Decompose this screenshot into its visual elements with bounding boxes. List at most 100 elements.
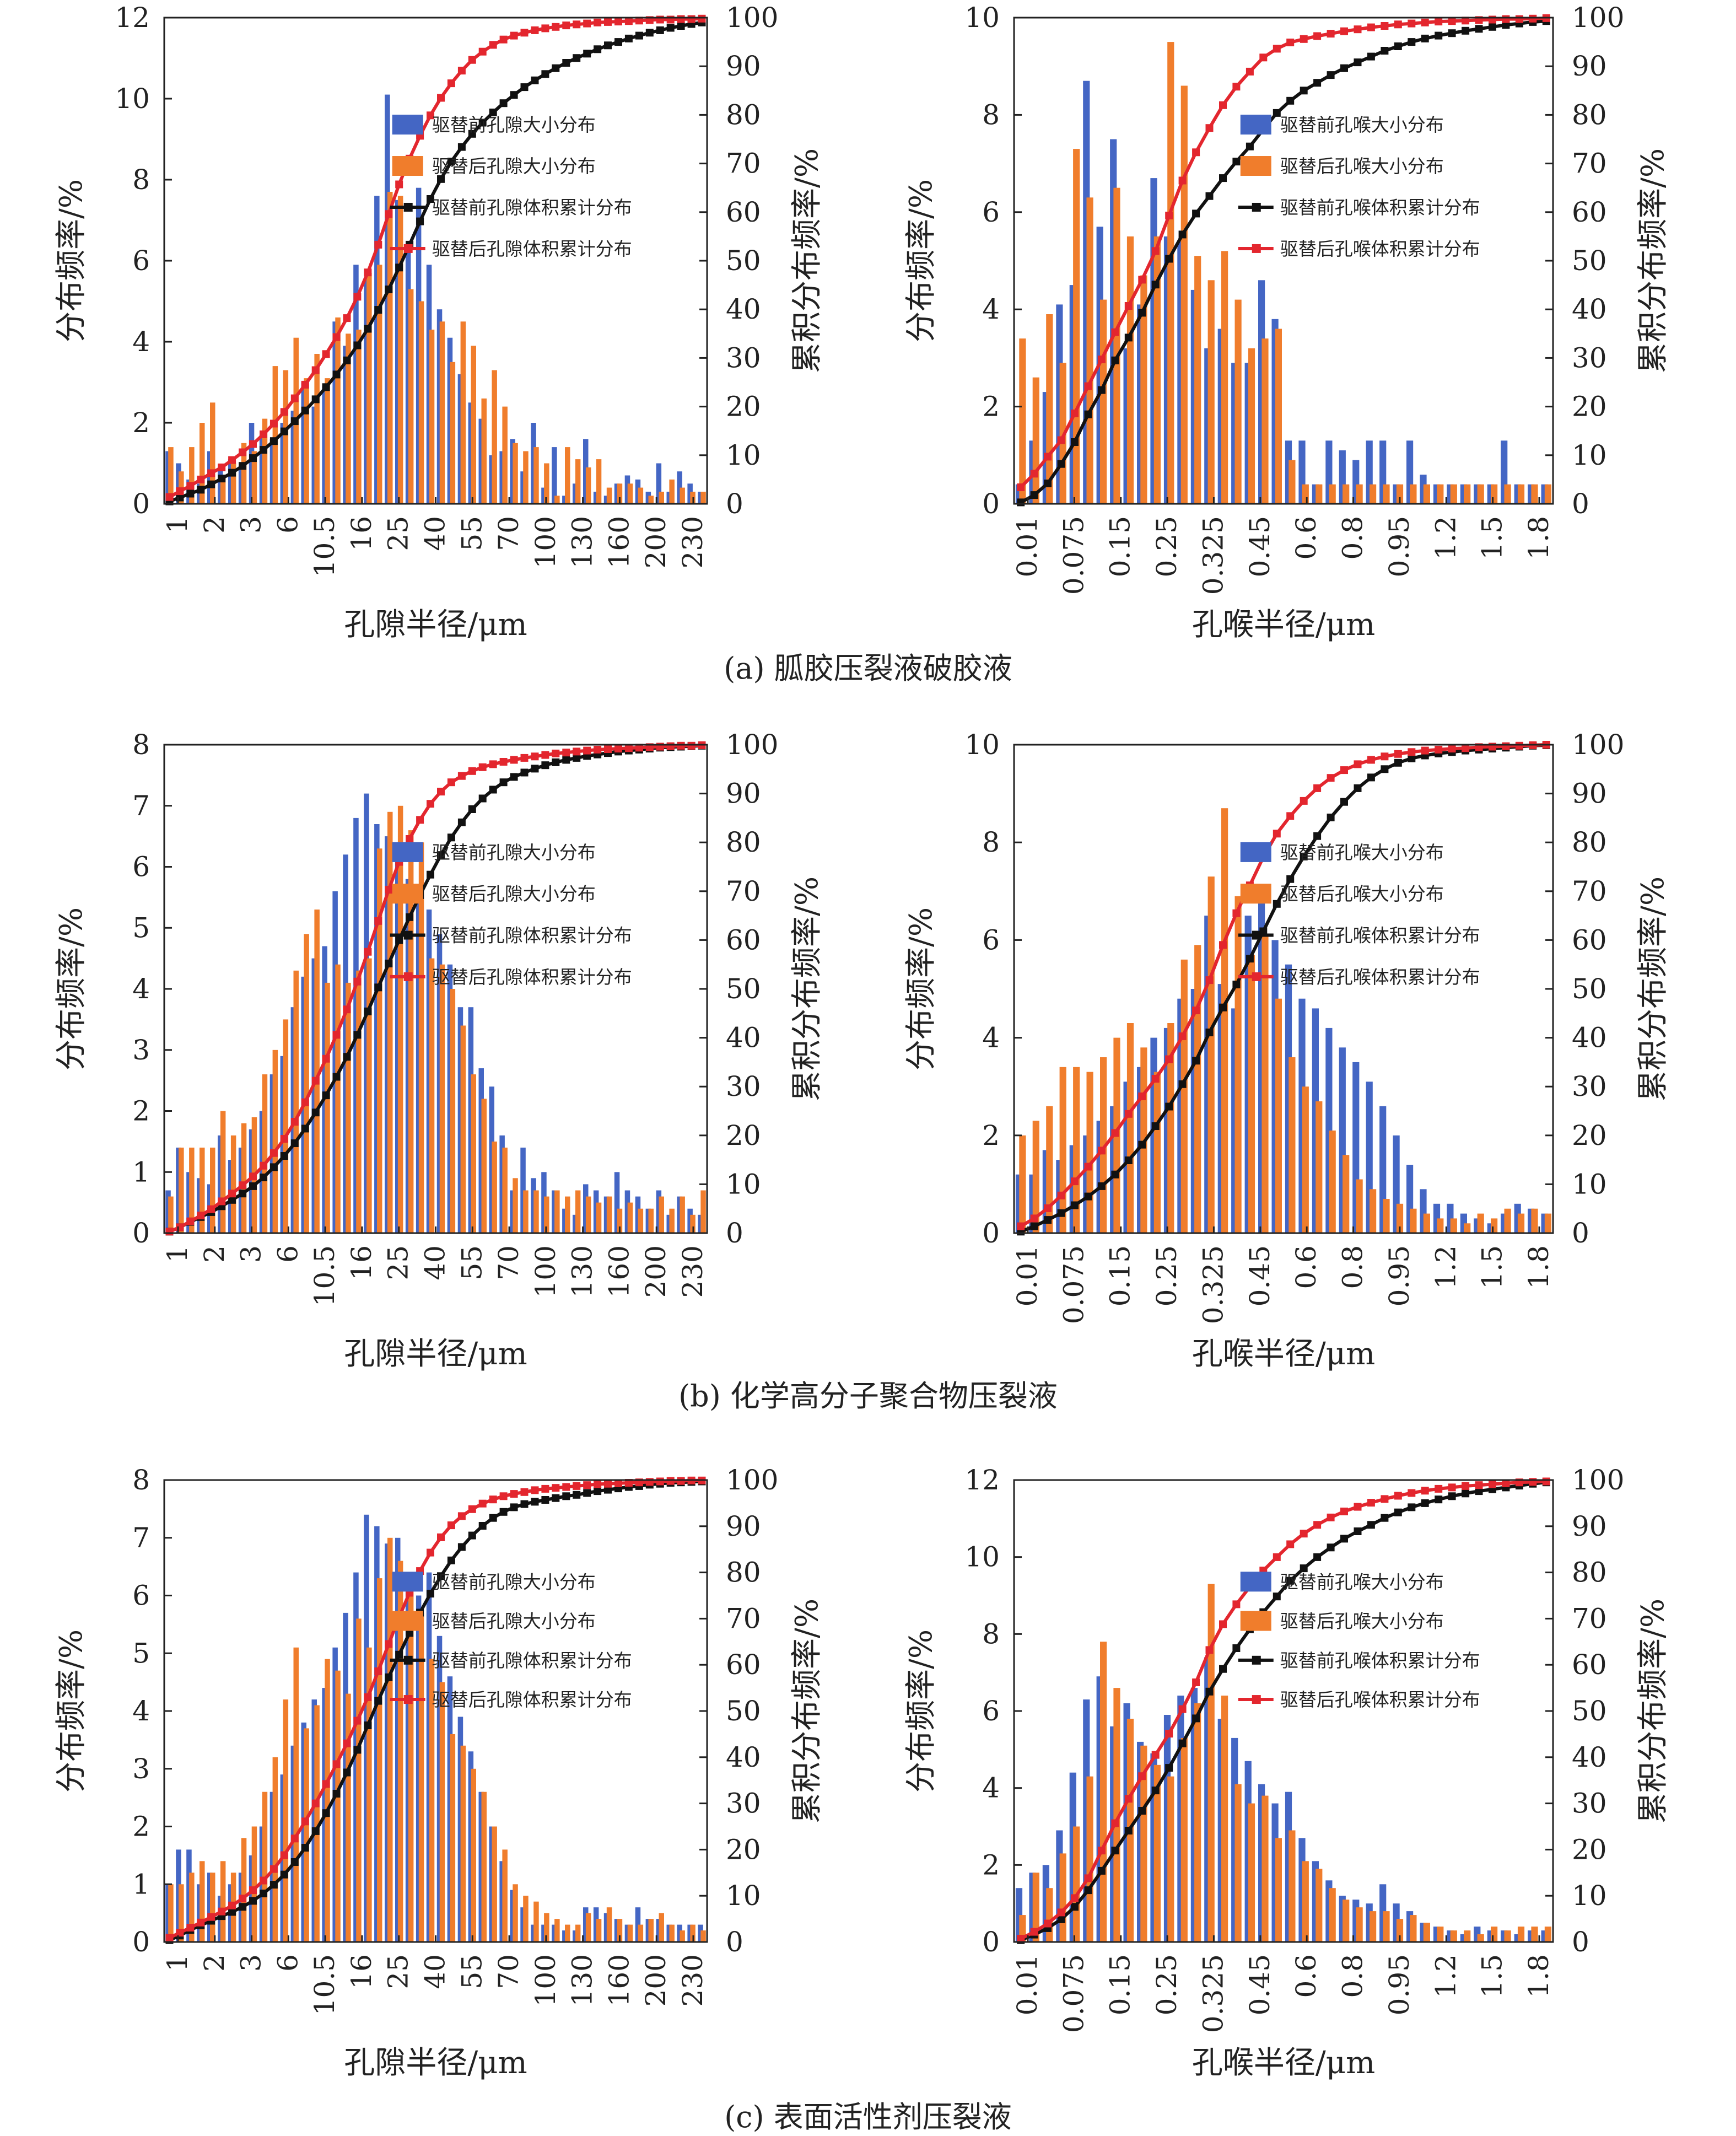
bar-after [272,1050,278,1234]
bar-after [1073,1067,1080,1233]
bar-before [405,244,411,504]
cumulative-point-after [1219,1620,1227,1628]
bar-before [176,463,181,504]
y-tick-label: 6 [982,1695,1000,1727]
bar-before [698,1214,703,1233]
bar-before [374,196,380,504]
cumulative-point-after [364,268,372,277]
x-tick-label: 230 [677,516,709,568]
cumulative-point-before [1448,1492,1456,1500]
bar-after [397,196,403,504]
bar-after [1356,484,1363,504]
x-tick-label: 0.25 [1151,1954,1183,2015]
cumulative-point-before [604,41,612,50]
bar-after [1491,1218,1498,1233]
bar-before [426,1572,432,1942]
bar-after [439,964,445,1233]
y2-tick-label: 40 [1572,293,1607,325]
cumulative-point-after [301,380,309,389]
bar-before [552,447,557,504]
bar-after [460,321,466,504]
cumulative-point-before [1097,1182,1106,1190]
cumulative-point-before [1219,174,1227,182]
bar-before [436,1635,443,1942]
cumulative-point-after [311,1077,320,1085]
y2-tick-label: 50 [726,1695,761,1727]
x-tick-label: 6 [272,1954,304,1972]
y2-tick-label: 30 [726,1788,761,1820]
y2-tick-label: 90 [1572,778,1607,810]
x-tick-label: 1 [161,1954,193,1972]
cumulative-point-before [280,427,288,435]
cumulative-point-after [186,1924,195,1931]
bar-after [1329,484,1336,504]
cumulative-point-before [614,38,622,46]
cumulative-point-after [614,745,622,753]
cumulative-point-before [239,462,247,470]
cumulative-point-before [468,1531,476,1540]
cumulative-point-before [1381,47,1389,55]
bar-after [262,418,268,504]
legend-label: 驱替后孔喉体积累计分布 [1280,966,1480,988]
plot-frame [1013,17,1554,505]
cumulative-point-after [1044,1204,1052,1212]
x-tick-label: 10.5 [309,1245,341,1306]
bar-after [1234,1784,1242,1942]
cumulative-point-before [1232,1644,1241,1652]
y2-tick-label: 30 [1572,342,1607,374]
y2-tick-label: 80 [726,826,761,858]
cumulative-point-before [1071,438,1079,446]
bar-after [638,1208,644,1233]
cumulative-point-before [457,1543,466,1551]
y2-tick-label: 80 [1572,1557,1607,1589]
cumulative-point-after [478,1499,487,1508]
bar-after [648,496,654,504]
x-tick-label: 0.45 [1244,1245,1276,1306]
cumulative-point-after [1084,1874,1092,1882]
cumulative-point-after [510,756,518,764]
bar-before [624,1924,630,1942]
x-tick-label: 0.325 [1198,1245,1230,1324]
legend-label: 驱替前孔喉体积累计分布 [1280,925,1480,946]
bar-after [1261,338,1269,504]
y2-tick-label: 100 [1572,2,1624,34]
bar-before [457,374,463,504]
x-tick-label: 2 [198,1245,230,1263]
legend-label: 驱替后孔喉大小分布 [1280,883,1444,905]
cumulative-point-after [1381,22,1389,30]
cumulative-point-before [1408,754,1416,762]
x-tick-label: 16 [346,1954,378,1989]
y2-tick-label: 30 [1572,1788,1607,1820]
cumulative-point-after [1502,15,1510,23]
bar-after [179,1147,184,1233]
bar-after [1248,348,1255,504]
bar-after [210,402,215,504]
bar-before [416,891,422,1233]
bar-before [645,1919,651,1942]
bar-after [1180,85,1188,504]
cumulative-point-after [573,747,581,756]
bar-after [262,1791,268,1942]
y2-tick-label: 90 [1572,50,1607,82]
bar-after [1073,149,1080,504]
bar-after [220,475,226,504]
cumulative-point-after [1300,797,1308,805]
cumulative-point-before [1111,1170,1119,1179]
cumulative-point-before [1057,1915,1065,1923]
cumulative-point-after [1071,1177,1079,1186]
cumulative-point-before [1421,34,1429,42]
cumulative-point-after [499,35,508,44]
cumulative-point-after [1354,1503,1362,1511]
cumulative-point-before [562,756,570,764]
bar-before [343,854,348,1233]
cumulative-point-after [562,749,570,757]
cumulative-point-after [1178,1032,1187,1040]
bar-after [1288,1057,1296,1233]
bar-before [301,1722,306,1942]
y2-tick-label: 60 [726,196,761,228]
bar-before [165,1884,171,1943]
bar-after [230,1135,236,1233]
bar-after [210,1147,215,1233]
